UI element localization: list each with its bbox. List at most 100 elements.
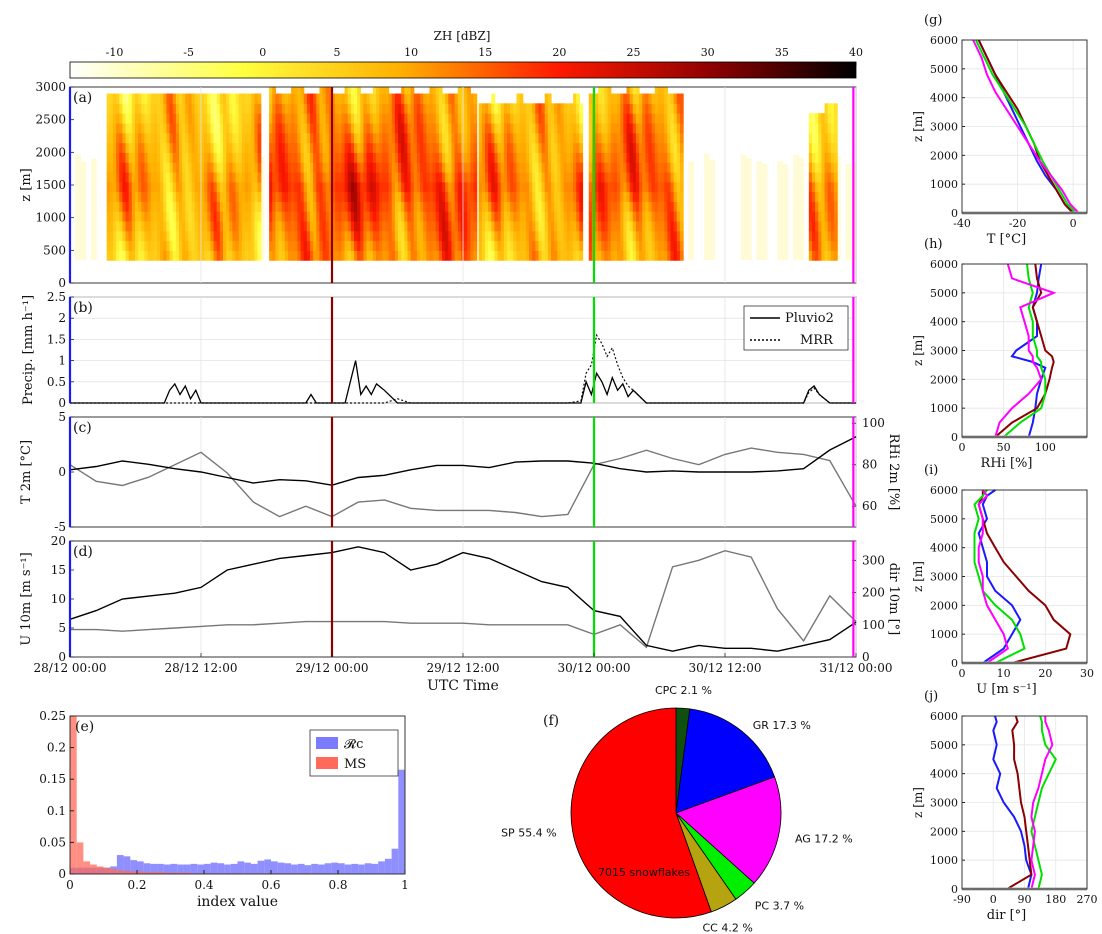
echo-cell xyxy=(629,220,634,232)
echo-cell xyxy=(423,103,427,114)
echo-cell xyxy=(573,142,577,153)
echo-cell xyxy=(435,113,440,124)
echo-cell xyxy=(661,250,665,261)
echo-cell xyxy=(595,201,599,212)
echo-cell xyxy=(544,230,549,242)
echo-cell xyxy=(808,250,813,261)
echo-cell xyxy=(134,142,139,153)
echo-cell xyxy=(398,191,402,202)
echo-cell xyxy=(125,132,130,144)
colorbar-tick-label: 35 xyxy=(775,46,789,59)
echo-cell xyxy=(185,171,190,183)
echo-cell xyxy=(291,162,295,173)
echo-cell xyxy=(354,122,358,134)
echo-cell xyxy=(338,240,343,251)
echo-cell xyxy=(544,211,549,222)
echo-cell xyxy=(635,211,640,222)
echo-cell xyxy=(588,181,593,193)
echo-cell xyxy=(300,230,305,242)
echo-cell xyxy=(325,142,330,153)
echo-cell xyxy=(213,220,218,232)
echo-cell xyxy=(551,113,555,124)
echo-cell xyxy=(607,230,612,242)
echo-cell xyxy=(156,122,161,134)
echo-cell xyxy=(354,201,358,212)
echo-cell xyxy=(560,240,565,251)
echo-cell xyxy=(254,240,259,251)
echo-cell xyxy=(354,87,358,95)
echo-cell xyxy=(309,181,314,193)
echo-cell xyxy=(664,87,668,95)
echo-cell xyxy=(423,171,427,183)
echo-cell xyxy=(245,230,249,242)
echo-cell xyxy=(448,211,453,222)
echo-cell xyxy=(626,250,631,261)
echo-cell xyxy=(372,181,377,193)
echo-cell xyxy=(445,201,449,212)
echo-cell xyxy=(254,142,259,153)
echo-cell xyxy=(595,113,599,124)
echo-cell xyxy=(535,162,540,173)
echo-cell xyxy=(488,250,492,261)
echo-cell xyxy=(191,93,196,104)
echo-cell xyxy=(416,201,421,212)
echo-cell xyxy=(106,201,111,212)
echo-cell xyxy=(350,132,355,144)
echo-cell xyxy=(481,113,486,124)
echo-cell xyxy=(223,152,227,163)
panel-h-ytick-label: 3000 xyxy=(930,345,958,358)
echo-cell xyxy=(642,113,646,124)
echo-cell xyxy=(144,103,149,114)
echo-cell xyxy=(291,132,295,144)
echo-cell xyxy=(372,250,377,261)
echo-cell xyxy=(604,122,609,134)
echo-cell xyxy=(257,191,262,202)
echo-cell xyxy=(551,181,555,193)
echo-cell xyxy=(451,211,456,222)
echo-cell xyxy=(229,103,234,114)
echo-cell xyxy=(350,171,355,183)
echo-cell xyxy=(547,181,552,193)
echo-cell xyxy=(379,132,383,144)
echo-cell xyxy=(232,220,237,232)
echo-cell xyxy=(188,152,193,163)
echo-cell xyxy=(604,240,609,251)
echo-cell xyxy=(363,93,368,104)
echo-cell xyxy=(538,191,543,202)
echo-cell xyxy=(287,181,292,193)
echo-cell xyxy=(438,250,443,261)
panel-i-ytick-label: 3000 xyxy=(930,571,958,584)
echo-cell xyxy=(248,191,252,202)
echo-cell xyxy=(210,201,215,212)
echo-cell xyxy=(332,103,336,114)
echo-cell xyxy=(338,201,343,212)
echo-cell xyxy=(451,142,456,153)
echo-cell xyxy=(125,201,130,212)
pie-slice-label: SP 55.4 % xyxy=(501,826,557,839)
echo-cell xyxy=(319,122,324,134)
echo-cell xyxy=(257,132,262,144)
faint-echo xyxy=(740,154,747,261)
echo-cell xyxy=(438,93,443,104)
echo-cell xyxy=(595,142,599,153)
echo-cell xyxy=(316,103,321,114)
echo-cell xyxy=(808,181,813,193)
echo-cell xyxy=(303,152,308,163)
echo-cell xyxy=(335,93,339,104)
echo-cell xyxy=(350,211,355,222)
echo-cell xyxy=(670,181,675,193)
echo-cell xyxy=(481,162,486,173)
echo-cell xyxy=(272,152,277,163)
echo-cell xyxy=(322,152,327,163)
echo-cell xyxy=(432,103,437,114)
echo-cell xyxy=(172,113,177,124)
echo-cell xyxy=(287,250,292,261)
echo-cell xyxy=(503,181,508,193)
echo-cell xyxy=(134,152,139,163)
echo-cell xyxy=(319,230,324,242)
echo-cell xyxy=(604,220,609,232)
echo-cell xyxy=(679,230,684,242)
echo-cell xyxy=(138,132,142,144)
echo-cell xyxy=(188,162,193,173)
echo-cell xyxy=(388,181,393,193)
